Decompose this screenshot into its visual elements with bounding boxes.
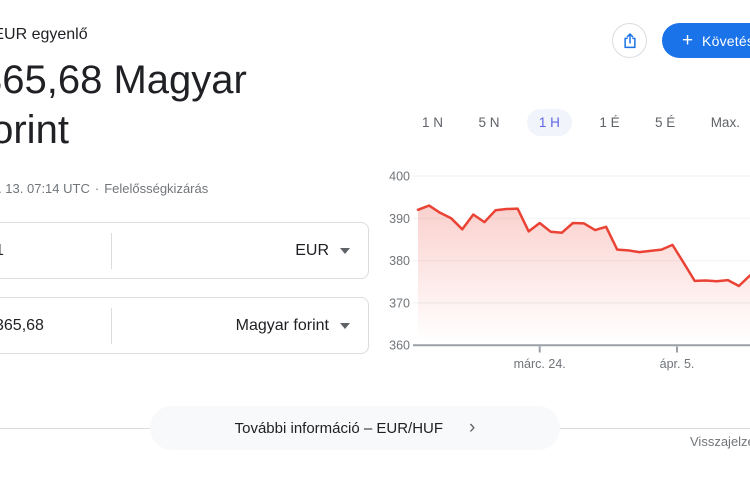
price-chart-svg: 400 390 380 370 360 márc. 24. ápr. 5. xyxy=(389,170,750,371)
y-axis-label: 370 xyxy=(389,296,410,310)
conversion-panel: 1 EUR egyenlő 365,68 Magyar forint ápr. … xyxy=(0,0,370,500)
more-info-button[interactable]: További információ – EUR/HUF › xyxy=(150,406,560,450)
chevron-down-icon xyxy=(340,247,350,254)
tab-5-day[interactable]: 5 N xyxy=(478,114,500,130)
x-axis-label: márc. 24. xyxy=(514,357,566,371)
share-icon xyxy=(621,32,639,50)
plus-icon: + xyxy=(681,30,694,51)
currency-select-to[interactable]: Magyar forint xyxy=(112,317,368,335)
amount-input-box: EUR xyxy=(0,222,369,279)
share-button[interactable] xyxy=(612,23,647,58)
input-divider xyxy=(111,232,112,269)
price-line xyxy=(416,204,750,288)
result-input[interactable] xyxy=(0,316,111,335)
y-axis-label: 360 xyxy=(389,339,410,353)
converted-amount-title: 365,68 Magyar forint xyxy=(0,58,247,152)
tab-1-month[interactable]: 1 H xyxy=(526,108,572,136)
follow-button-label: Követés xyxy=(702,32,750,49)
separator-dot: · xyxy=(94,181,100,196)
currency-select-from[interactable]: EUR xyxy=(112,242,368,260)
currency-label: EUR xyxy=(295,241,329,259)
tab-max[interactable]: Max. xyxy=(710,114,740,130)
chevron-right-icon: › xyxy=(469,416,476,438)
tab-1-day[interactable]: 1 N xyxy=(422,114,444,130)
timestamp-row: ápr. 13. 07:14 UTC · Felelősségkizárás xyxy=(0,181,208,196)
period-tabs: 1 N 5 N 1 H 1 É 5 É Max. xyxy=(414,106,748,138)
x-axis-label: ápr. 5. xyxy=(660,357,695,371)
y-axis-label: 380 xyxy=(389,254,410,268)
disclaimer-link[interactable]: Felelősségkizárás xyxy=(104,181,209,196)
amount-input[interactable] xyxy=(0,241,111,260)
tab-1-year[interactable]: 1 É xyxy=(599,114,620,130)
tab-5-year[interactable]: 5 É xyxy=(655,114,676,130)
chevron-down-icon xyxy=(340,322,350,329)
result-input-box: Magyar forint xyxy=(0,297,369,354)
currency-label: Magyar forint xyxy=(235,316,329,334)
price-chart[interactable]: 400 390 380 370 360 márc. 24. ápr. 5. xyxy=(380,160,750,375)
y-axis-label: 400 xyxy=(389,170,410,184)
feedback-link[interactable]: Visszajelzés xyxy=(690,434,750,449)
more-info-label: További információ – EUR/HUF xyxy=(234,419,444,437)
timestamp: ápr. 13. 07:14 UTC xyxy=(0,181,90,196)
follow-button[interactable]: + Követés xyxy=(662,23,750,58)
input-divider xyxy=(111,307,112,344)
price-area xyxy=(418,205,750,345)
equals-subtitle: 1 EUR egyenlő xyxy=(0,26,88,43)
y-axis-label: 390 xyxy=(389,212,410,226)
